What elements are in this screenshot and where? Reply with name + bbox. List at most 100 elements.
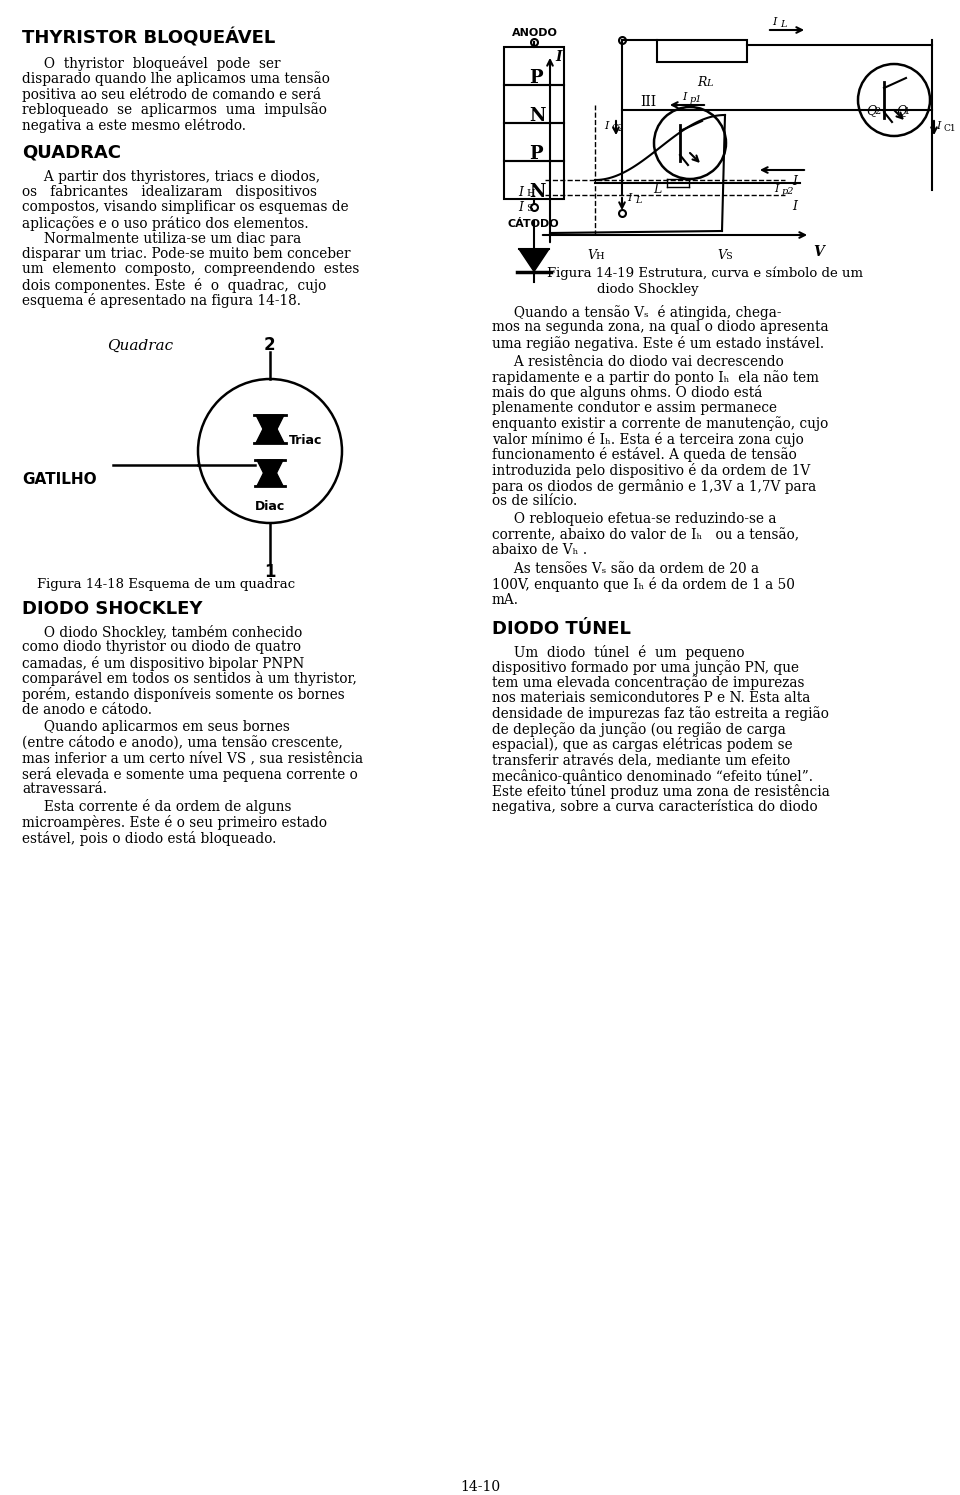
Text: V: V	[717, 250, 726, 262]
Text: Q: Q	[866, 105, 876, 117]
Text: 1: 1	[264, 564, 276, 582]
Polygon shape	[519, 250, 549, 272]
Text: I: I	[518, 185, 523, 199]
Text: para os diodos de germânio e 1,3V a 1,7V para: para os diodos de germânio e 1,3V a 1,7V…	[492, 478, 816, 493]
Text: S: S	[725, 253, 732, 262]
Text: I: I	[792, 175, 797, 188]
Text: mas inferior a um certo nível VS , sua resistência: mas inferior a um certo nível VS , sua r…	[22, 750, 363, 765]
Text: Quando aplicarmos em seus bornes: Quando aplicarmos em seus bornes	[22, 721, 290, 734]
Text: dispositivo formado por uma junção PN, que: dispositivo formado por uma junção PN, q…	[492, 659, 799, 674]
Text: mecânico-quântico denominado “efeito túnel”.: mecânico-quântico denominado “efeito tún…	[492, 768, 813, 783]
Text: I: I	[772, 16, 777, 27]
Text: comparável em todos os sentidos à um thyristor,: comparável em todos os sentidos à um thy…	[22, 671, 357, 686]
Text: O  thyristor  bloqueável  pode  ser: O thyristor bloqueável pode ser	[22, 55, 280, 70]
Text: porém, estando disponíveis somente os bornes: porém, estando disponíveis somente os bo…	[22, 688, 345, 703]
Text: C1: C1	[944, 124, 956, 133]
Text: GATILHO: GATILHO	[22, 472, 97, 487]
Text: plenamente condutor e assim permanece: plenamente condutor e assim permanece	[492, 401, 777, 416]
Text: Normalmente utiliza-se um diac para: Normalmente utiliza-se um diac para	[22, 232, 301, 245]
Text: L: L	[635, 196, 641, 205]
Text: enquanto existir a corrente de manutenção, cujo: enquanto existir a corrente de manutençã…	[492, 417, 828, 432]
Text: L: L	[706, 79, 712, 88]
Text: mos na segunda zona, na qual o diodo apresenta: mos na segunda zona, na qual o diodo apr…	[492, 320, 828, 335]
Text: nos materiais semicondutores P e N. Esta alta: nos materiais semicondutores P e N. Esta…	[492, 691, 810, 706]
Text: O rebloqueio efetua-se reduzindo-se a: O rebloqueio efetua-se reduzindo-se a	[492, 513, 777, 526]
Text: I: I	[682, 93, 686, 102]
Text: abaixo de Vₕ .: abaixo de Vₕ .	[492, 544, 588, 558]
Text: O diodo Shockley, também conhecido: O diodo Shockley, também conhecido	[22, 625, 302, 640]
Text: (entre cátodo e anodo), uma tensão crescente,: (entre cátodo e anodo), uma tensão cresc…	[22, 736, 343, 750]
Text: valor mínimo é Iₕ. Esta é a terceira zona cujo: valor mínimo é Iₕ. Esta é a terceira zon…	[492, 432, 804, 447]
Text: THYRISTOR BLOQUEÁVEL: THYRISTOR BLOQUEÁVEL	[22, 28, 276, 46]
Text: S: S	[526, 203, 533, 212]
Text: III: III	[640, 96, 656, 109]
Text: I: I	[604, 121, 609, 132]
Text: negativa a este mesmo elétrodo.: negativa a este mesmo elétrodo.	[22, 118, 246, 133]
Text: espacial), que as cargas elétricas podem se: espacial), que as cargas elétricas podem…	[492, 737, 793, 752]
Text: Quando a tensão Vₛ  é atingida, chega-: Quando a tensão Vₛ é atingida, chega-	[492, 305, 781, 320]
Polygon shape	[257, 460, 283, 486]
Text: rapidamente e a partir do ponto Iₕ  ela não tem: rapidamente e a partir do ponto Iₕ ela n…	[492, 369, 819, 384]
Text: disparar um triac. Pode-se muito bem conceber: disparar um triac. Pode-se muito bem con…	[22, 247, 350, 262]
Polygon shape	[256, 416, 284, 443]
Text: aplicações e o uso prático dos elementos.: aplicações e o uso prático dos elementos…	[22, 215, 308, 232]
Text: os   fabricantes   idealizaram   dispositivos: os fabricantes idealizaram dispositivos	[22, 185, 317, 199]
Text: esquema é apresentado na figura 14-18.: esquema é apresentado na figura 14-18.	[22, 293, 301, 308]
Text: Figura 14-19 Estrutura, curva e símbolo de um: Figura 14-19 Estrutura, curva e símbolo …	[547, 268, 863, 281]
Text: de depleção da junção (ou região de carga: de depleção da junção (ou região de carg…	[492, 722, 786, 737]
Text: microampères. Este é o seu primeiro estado: microampères. Este é o seu primeiro esta…	[22, 815, 327, 830]
Text: I: I	[774, 184, 779, 194]
Text: P: P	[529, 69, 542, 87]
Text: Este efeito túnel produz uma zona de resistência: Este efeito túnel produz uma zona de res…	[492, 783, 829, 798]
Text: mA.: mA.	[492, 594, 519, 607]
Text: Quadrac: Quadrac	[107, 339, 173, 353]
Text: como diodo thyristor ou diodo de quatro: como diodo thyristor ou diodo de quatro	[22, 640, 301, 655]
Text: p2: p2	[782, 187, 795, 196]
Text: um  elemento  composto,  compreendendo  estes: um elemento composto, compreendendo este…	[22, 263, 359, 277]
Text: camadas, é um dispositivo bipolar PNPN: camadas, é um dispositivo bipolar PNPN	[22, 656, 304, 671]
Text: corrente, abaixo do valor de Iₕ   ou a tensão,: corrente, abaixo do valor de Iₕ ou a ten…	[492, 528, 799, 543]
Text: atravessará.: atravessará.	[22, 782, 107, 795]
Text: densidade de impurezas faz tão estreita a região: densidade de impurezas faz tão estreita …	[492, 707, 828, 722]
Text: H: H	[526, 188, 535, 197]
Text: uma região negativa. Este é um estado instável.: uma região negativa. Este é um estado in…	[492, 336, 824, 351]
Text: Esta corrente é da ordem de alguns: Esta corrente é da ordem de alguns	[22, 800, 292, 815]
Text: QUADRAC: QUADRAC	[22, 144, 121, 161]
Text: DIODO SHOCKLEY: DIODO SHOCKLEY	[22, 599, 203, 617]
Text: 14-10: 14-10	[460, 1480, 500, 1494]
Text: I: I	[792, 200, 797, 212]
Text: Triac: Triac	[289, 434, 323, 447]
Text: disparado quando lhe aplicamos uma tensão: disparado quando lhe aplicamos uma tensã…	[22, 72, 330, 87]
Text: P: P	[529, 145, 542, 163]
Text: V: V	[587, 250, 596, 262]
Text: L: L	[780, 19, 786, 28]
Text: Um  diodo  túnel  é  um  pequeno: Um diodo túnel é um pequeno	[492, 644, 745, 659]
Text: A resistência do diodo vai decrescendo: A resistência do diodo vai decrescendo	[492, 354, 783, 368]
Text: A partir dos thyristores, triacs e diodos,: A partir dos thyristores, triacs e diodo…	[22, 169, 320, 184]
Text: I: I	[518, 200, 523, 214]
Polygon shape	[256, 416, 284, 443]
Text: rebloqueado  se  aplicarmos  uma  impulsão: rebloqueado se aplicarmos uma impulsão	[22, 103, 326, 118]
Text: negativa, sobre a curva característica do diodo: negativa, sobre a curva característica d…	[492, 800, 818, 815]
Text: DIODO TÚNEL: DIODO TÚNEL	[492, 619, 631, 637]
Text: As tensões Vₛ são da ordem de 20 a: As tensões Vₛ são da ordem de 20 a	[492, 562, 759, 576]
Text: C2: C2	[612, 124, 625, 133]
Text: 2: 2	[874, 108, 880, 117]
Text: H: H	[595, 253, 604, 262]
Text: 1: 1	[904, 108, 910, 117]
Text: ANODO: ANODO	[512, 28, 558, 37]
Text: positiva ao seu elétrodo de comando e será: positiva ao seu elétrodo de comando e se…	[22, 87, 322, 102]
Text: tem uma elevada concentração de impurezas: tem uma elevada concentração de impureza…	[492, 676, 804, 691]
Text: estável, pois o diodo está bloqueado.: estável, pois o diodo está bloqueado.	[22, 831, 276, 846]
Text: p1: p1	[690, 96, 703, 105]
Text: L: L	[653, 182, 661, 196]
Text: R: R	[697, 76, 707, 90]
Polygon shape	[257, 460, 283, 486]
Text: dois componentes. Este  é  o  quadrac,  cujo: dois componentes. Este é o quadrac, cujo	[22, 278, 326, 293]
Text: V: V	[813, 245, 824, 259]
Text: I: I	[555, 49, 562, 64]
Text: os de silício.: os de silício.	[492, 493, 577, 508]
Text: transferir através dela, mediante um efeito: transferir através dela, mediante um efe…	[492, 753, 790, 767]
Text: funcionamento é estável. A queda de tensão: funcionamento é estável. A queda de tens…	[492, 447, 797, 462]
Text: I: I	[936, 121, 941, 132]
